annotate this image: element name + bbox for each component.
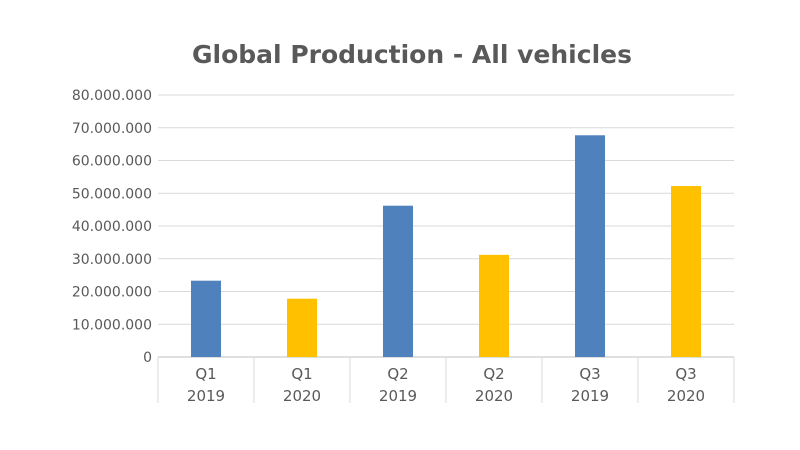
chart-title: Global Production - All vehicles	[192, 40, 632, 69]
y-tick-label: 50.000.000	[72, 186, 152, 202]
x-tick-label: Q2 2020	[475, 365, 513, 405]
y-tick-label: 40.000.000	[72, 219, 152, 235]
x-tick-label: Q2 2019	[379, 365, 417, 405]
y-tick-label: 70.000.000	[72, 121, 152, 137]
x-tick-label: Q1 2019	[187, 365, 225, 405]
y-tick-label: 0	[143, 350, 152, 366]
y-tick-label: 30.000.000	[72, 252, 152, 268]
y-tick-label: 20.000.000	[72, 285, 152, 301]
bar	[671, 186, 701, 357]
y-tick-label: 10.000.000	[72, 317, 152, 333]
y-tick-label: 60.000.000	[72, 154, 152, 170]
bar	[575, 135, 605, 357]
bar	[479, 254, 509, 357]
x-tick-label: Q3 2019	[571, 365, 609, 405]
bar	[383, 205, 413, 357]
x-tick-label: Q1 2020	[283, 365, 321, 405]
y-tick-label: 80.000.000	[72, 88, 152, 104]
x-tick-label: Q3 2020	[667, 365, 705, 405]
bar	[287, 298, 317, 357]
bar	[191, 280, 221, 357]
